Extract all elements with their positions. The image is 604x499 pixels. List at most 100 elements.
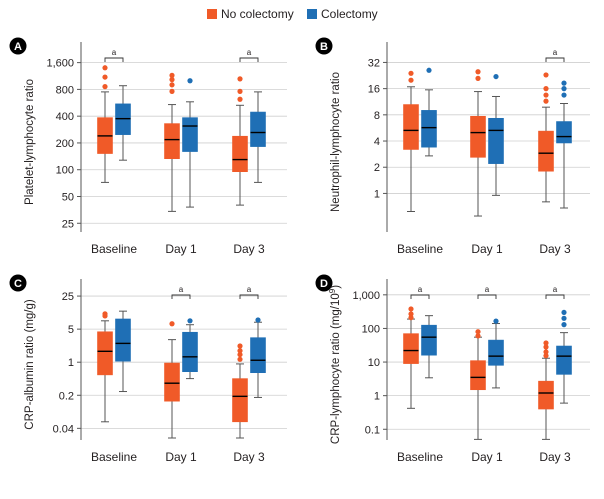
outlier-point	[543, 92, 549, 98]
outlier-point	[237, 96, 243, 102]
outlier-point	[169, 321, 175, 327]
iqr-box	[421, 324, 437, 356]
outlier-point	[102, 84, 108, 90]
box-colectomy	[421, 315, 437, 379]
outlier-point	[237, 343, 243, 349]
legend: No colectomy Colectomy	[207, 7, 378, 21]
significance-bracket: a	[104, 48, 124, 62]
y-tick-label: 100	[362, 323, 380, 335]
outlier-point	[187, 78, 193, 84]
outlier-point	[426, 67, 432, 73]
iqr-box	[556, 345, 572, 375]
panel-letter-badge	[9, 37, 27, 55]
y-tick-label: 2	[374, 162, 380, 174]
outlier-point	[475, 329, 481, 335]
iqr-box	[488, 339, 504, 366]
iqr-box	[470, 115, 486, 158]
iqr-box	[232, 135, 248, 172]
panel-letter-badge	[315, 274, 333, 292]
panel-a: A 25 50 100 200 400 800 1,600 Platelet-lymphocyt…	[9, 37, 287, 256]
outlier-point	[408, 70, 414, 76]
legend-swatch-colectomy	[307, 9, 317, 19]
x-category-label: Baseline	[91, 450, 137, 464]
outlier-point	[493, 318, 499, 324]
x-category-label: Day 3	[539, 450, 571, 464]
outlier-point	[102, 74, 108, 80]
outlier-point	[475, 69, 481, 75]
box-colectomy	[115, 310, 131, 393]
x-category-label: Baseline	[91, 242, 137, 256]
y-tick-label: 100	[56, 165, 74, 177]
x-category-label: Day 1	[165, 242, 197, 256]
y-tick-label: 0.1	[365, 424, 380, 436]
box-colectomy	[250, 317, 266, 398]
outlier-point	[475, 75, 481, 81]
legend-swatch-no-colectomy	[207, 9, 217, 19]
significance-label: a	[112, 48, 117, 57]
outlier-point	[561, 309, 567, 316]
panel-letter: C	[14, 278, 22, 290]
outlier-point	[475, 333, 481, 339]
x-category-label: Day 1	[471, 450, 503, 464]
iqr-box	[488, 117, 504, 164]
x-category-label: Day 3	[233, 242, 265, 256]
box-colectomy	[488, 73, 504, 196]
y-axis-label: CRP-albumin ratio (mg/g)	[24, 299, 36, 430]
box-colectomy	[115, 85, 131, 161]
outlier-point	[543, 72, 549, 78]
outlier-point	[237, 351, 243, 358]
panel-d: D 0.1 1 10 100 1,000 CRP-lymphocyte ratio (mg/…	[315, 274, 590, 464]
box-no-colectomy	[164, 321, 180, 439]
iqr-box	[164, 123, 180, 160]
outlier-point	[561, 86, 567, 92]
y-tick-label: 5	[68, 324, 74, 336]
outlier-point	[561, 92, 567, 98]
panel-letter-badge	[9, 274, 27, 292]
outlier-point	[255, 317, 261, 323]
outlier-point	[561, 322, 567, 328]
outlier-point	[561, 80, 567, 86]
significance-label: a	[247, 285, 252, 294]
outlier-point	[169, 82, 175, 88]
bracket-line	[545, 294, 565, 299]
box-no-colectomy	[232, 76, 248, 206]
significance-bracket: a	[239, 48, 259, 62]
outlier-point	[169, 88, 175, 94]
panel-c: C 0.04 0.2 1 5 25 CRP-albumin ratio (mg/g) Base…	[9, 274, 287, 464]
bracket-line	[239, 57, 259, 62]
bracket-line	[239, 294, 259, 299]
y-axis-label: Platelet-lymphocyte ratio	[24, 79, 36, 205]
y-tick-label: 4	[374, 136, 380, 148]
legend-label-no-colectomy: No colectomy	[221, 7, 294, 21]
significance-bracket: a	[171, 285, 191, 299]
y-tick-label: 400	[56, 111, 74, 123]
y-tick-label: 25	[62, 291, 74, 303]
outlier-point	[187, 318, 193, 324]
x-category-label: Day 1	[165, 450, 197, 464]
outlier-point	[169, 77, 175, 83]
panel-letter-badge	[315, 37, 333, 55]
y-tick-label: 25	[62, 218, 74, 230]
x-category-label: Day 3	[539, 242, 571, 256]
significance-label: a	[247, 48, 252, 57]
bracket-line	[171, 294, 191, 299]
box-no-colectomy	[403, 70, 419, 212]
x-category-label: Baseline	[397, 242, 443, 256]
significance-label: a	[418, 285, 423, 294]
y-tick-label: 0.2	[59, 390, 74, 402]
significance-label: a	[485, 285, 490, 294]
significance-label: a	[553, 48, 558, 57]
outlier-point	[543, 98, 549, 104]
y-tick-label: 1	[374, 188, 380, 200]
significance-bracket: a	[410, 285, 430, 299]
outlier-point	[408, 315, 414, 321]
bracket-line	[477, 294, 497, 299]
y-tick-label: 0.04	[53, 423, 74, 435]
outlier-point	[237, 76, 243, 82]
outlier-point	[102, 65, 108, 71]
iqr-box	[97, 331, 113, 376]
box-colectomy	[421, 67, 437, 157]
box-colectomy	[556, 309, 572, 404]
outlier-point	[493, 73, 499, 80]
